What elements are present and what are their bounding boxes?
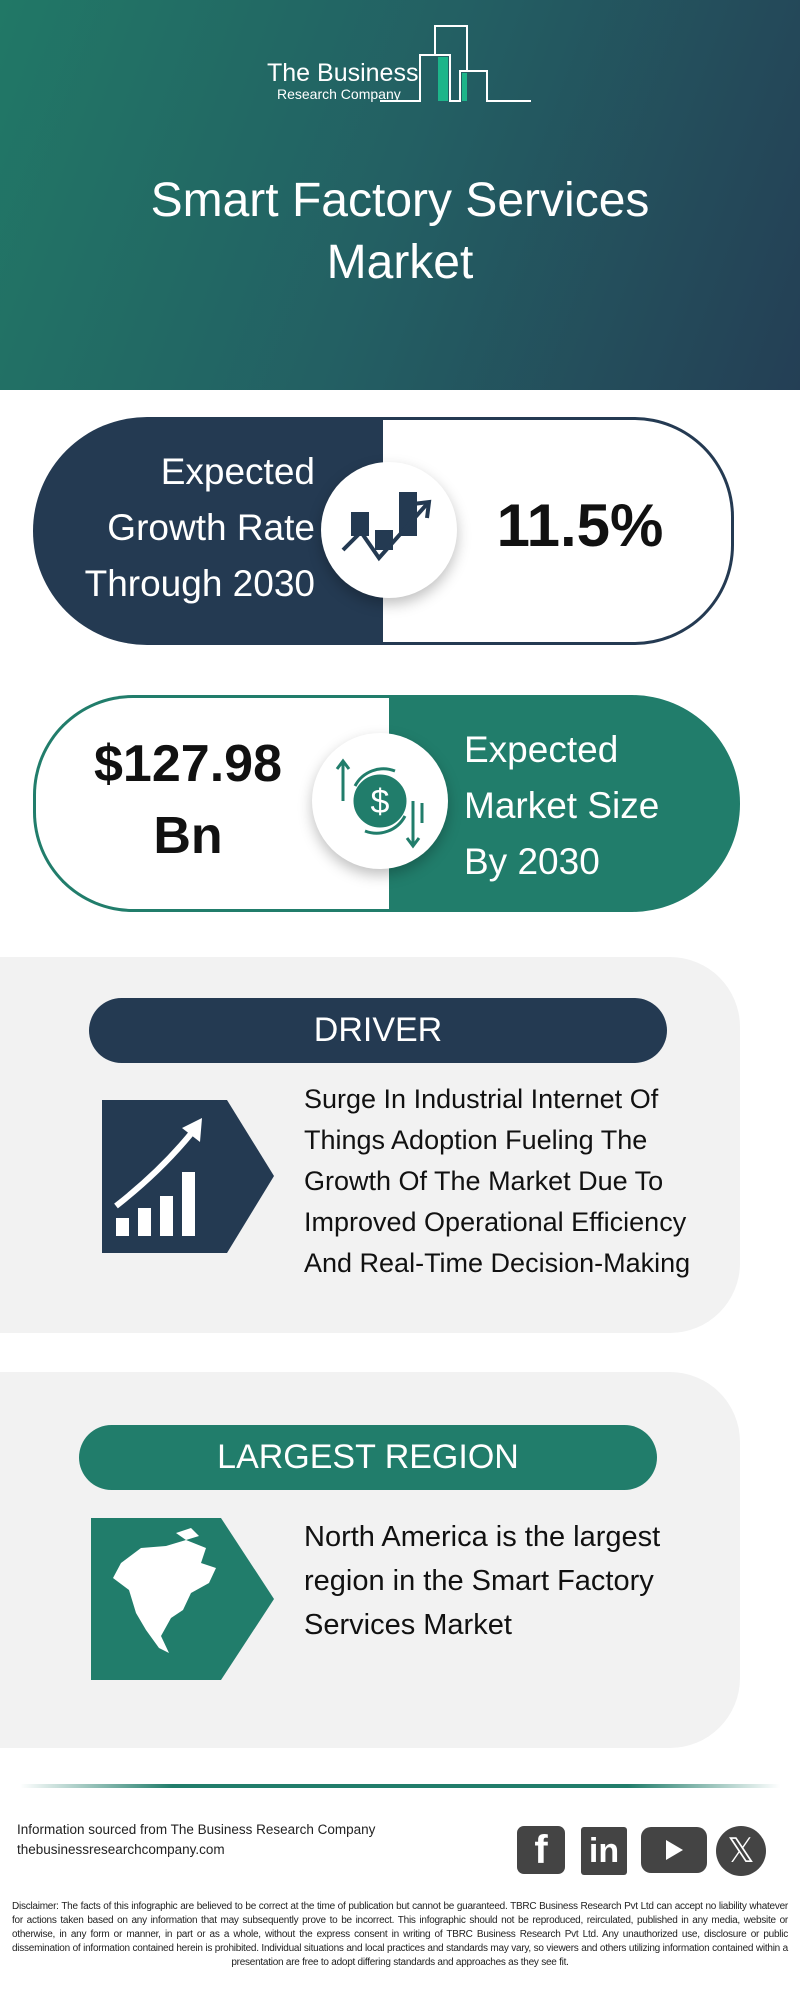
market-size-label-line: Market Size xyxy=(464,785,660,826)
market-size-label-line: By 2030 xyxy=(464,841,600,882)
region-text: North America is the largest region in t… xyxy=(304,1521,661,1641)
driver-text: Surge In Industrial Internet Of Things A… xyxy=(304,1084,691,1278)
growth-label: Expected Growth Rate Through 2030 xyxy=(40,444,315,612)
market-size-value: $127.98 Bn xyxy=(60,728,316,872)
youtube-icon[interactable] xyxy=(641,1827,707,1873)
region-heading: LARGEST REGION xyxy=(79,1425,657,1490)
dollar-cycle-icon: $ xyxy=(312,733,448,869)
disclaimer: Disclaimer: The facts of this infographi… xyxy=(12,1901,788,1968)
growth-rate-value: 11.5% xyxy=(496,492,664,559)
x-icon[interactable]: 𝕏 xyxy=(716,1826,766,1876)
footer-source: Information sourced from The Business Re… xyxy=(17,1820,375,1860)
page-title: Smart Factory Services Market xyxy=(150,174,650,289)
market-size-value-line: Bn xyxy=(153,807,223,865)
growth-label-line: Growth Rate xyxy=(107,507,315,548)
driver-heading: DRIVER xyxy=(89,998,667,1063)
rising-bar-chart-icon xyxy=(102,1100,274,1253)
market-size-label: Expected Market Size By 2030 xyxy=(464,722,659,890)
logo-line1: The Business xyxy=(267,59,419,87)
website-link[interactable]: thebusinessresearchcompany.com xyxy=(17,1842,225,1857)
header-banner: The Business Research Company Smart Fact… xyxy=(0,0,800,390)
facebook-icon[interactable]: f xyxy=(517,1826,565,1874)
company-logo: The Business Research Company xyxy=(265,24,535,104)
growth-label-line: Expected xyxy=(160,451,315,492)
svg-text:$: $ xyxy=(371,783,390,821)
market-size-value-line: $127.98 xyxy=(94,735,282,793)
logo-buildings-icon xyxy=(380,25,531,102)
growth-label-line: Through 2030 xyxy=(84,563,315,604)
north-america-map-icon xyxy=(91,1518,274,1680)
growth-chart-icon xyxy=(321,462,457,598)
source-text: Information sourced from The Business Re… xyxy=(17,1822,376,1837)
logo-line2: Research Company xyxy=(277,86,401,102)
linkedin-icon[interactable]: in xyxy=(581,1827,627,1875)
market-size-label-line: Expected xyxy=(464,729,619,770)
footer-divider xyxy=(20,1784,780,1788)
